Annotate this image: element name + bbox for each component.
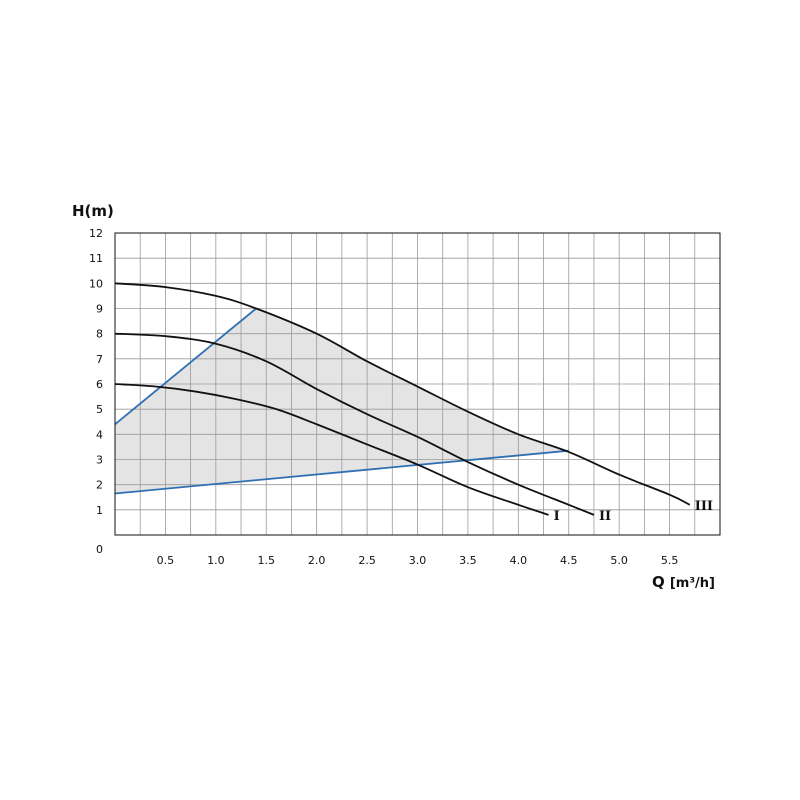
x-tick-label: 2.0	[308, 554, 326, 567]
y-tick-label: 0	[96, 543, 103, 556]
y-tick-label: 6	[96, 378, 103, 391]
plot-frame	[114, 232, 721, 536]
y-tick-label: 9	[96, 303, 103, 316]
y-axis-label: H(m)	[72, 202, 114, 220]
y-tick-label: 7	[96, 353, 103, 366]
y-tick-label: 5	[96, 403, 103, 416]
x-tick-label: 3.0	[409, 554, 427, 567]
x-tick-label: 1.0	[207, 554, 225, 567]
curve-label-I: I	[554, 509, 560, 524]
x-tick-label: 5.5	[661, 554, 679, 567]
y-tick-label: 2	[96, 479, 103, 492]
y-tick-label: 12	[89, 227, 103, 240]
x-axis-label-unit: [m³/h]	[670, 576, 715, 591]
x-tick-label: 4.5	[560, 554, 578, 567]
system-line-2	[114, 449, 569, 495]
y-tick-label: 8	[96, 328, 103, 341]
pump-curve-II	[114, 332, 595, 516]
x-tick-label: 3.5	[459, 554, 477, 567]
y-tick-label: 1	[96, 504, 103, 517]
pump-curves	[114, 282, 691, 516]
pump-curve-I	[114, 383, 549, 516]
curve-label-III: III	[695, 499, 713, 514]
system-line-1	[114, 307, 257, 425]
x-tick-label: 4.0	[510, 554, 528, 567]
x-tick-label: 5.0	[610, 554, 628, 567]
x-tick-label: 0.5	[157, 554, 175, 567]
curve-label-II: II	[599, 509, 611, 524]
x-tick-label: 2.5	[358, 554, 376, 567]
y-tick-label: 4	[96, 428, 103, 441]
x-tick-label: 1.5	[258, 554, 276, 567]
pump-curve-III	[114, 282, 691, 506]
y-tick-label: 11	[89, 252, 103, 265]
system-lines	[114, 307, 569, 495]
x-axis-label-main: Q	[652, 573, 665, 591]
y-tick-label: 10	[89, 277, 103, 290]
y-tick-label: 3	[96, 454, 103, 467]
x-axis-label: Q [m³/h]	[652, 572, 715, 591]
grid	[115, 233, 720, 535]
